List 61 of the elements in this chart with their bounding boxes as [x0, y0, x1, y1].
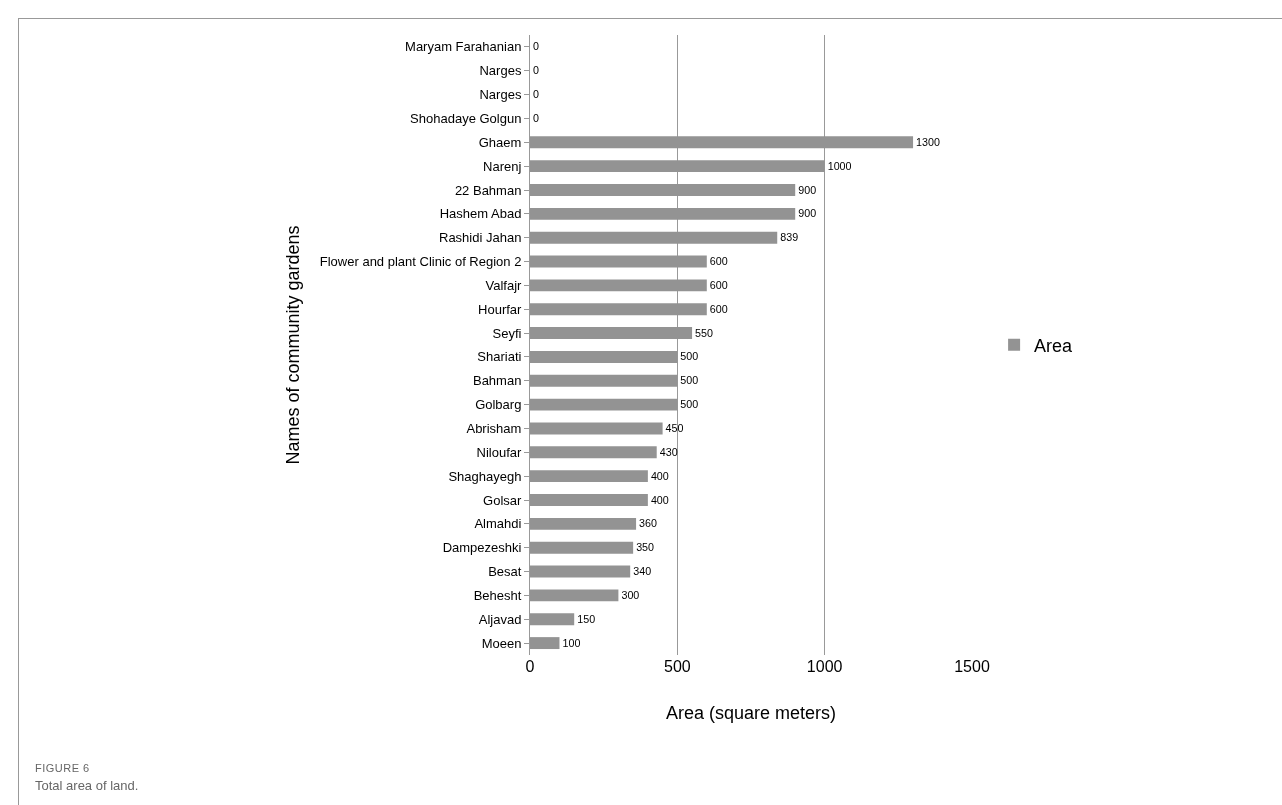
y-tick-label: Golbarg [475, 397, 522, 413]
data-label: 550 [695, 326, 713, 339]
y-tick-label: Maryam Farahanian [405, 39, 522, 55]
y-tick-label: Hourfar [478, 301, 523, 317]
data-label: 900 [798, 207, 817, 220]
y-tick-label: Shariati [477, 349, 522, 365]
x-tick-label: 1500 [954, 658, 990, 675]
y-tick-label: Rashidi Jahan [439, 230, 522, 246]
y-tick-label: Valfajr [485, 277, 523, 293]
y-tick-label: Behesht [473, 587, 522, 603]
y-tick-label: Narges [479, 63, 522, 79]
data-label: 150 [577, 612, 596, 625]
data-label: 1300 [916, 135, 940, 148]
y-tick-label: Ghaem [478, 134, 522, 150]
data-label: 0 [533, 112, 539, 125]
data-label: 600 [709, 302, 728, 315]
y-tick-label: Dampezeshki [442, 540, 522, 556]
x-tick-label: 500 [663, 658, 691, 675]
legend-label: Area [1034, 335, 1074, 356]
caption: FIGURE 6 [35, 762, 91, 774]
data-label: 430 [659, 445, 678, 458]
y-tick-label: Shohadaye Golgun [410, 111, 522, 127]
data-label: 500 [680, 374, 699, 387]
data-label: 500 [680, 398, 699, 411]
x-tick-label: 0 [525, 658, 535, 675]
text: Total area of land. [35, 778, 139, 793]
data-label: 400 [650, 493, 669, 506]
data-label: 0 [533, 88, 539, 101]
y-tick-label: Narges [479, 87, 522, 103]
data-label: 360 [639, 517, 658, 530]
y-tick-label: Narenj [483, 158, 522, 174]
y-tick-label: Hashem Abad [439, 206, 522, 222]
data-label: 450 [665, 422, 684, 435]
data-label: 900 [798, 183, 817, 196]
x-tick-label: 1000 [806, 658, 843, 675]
y-tick-label: Besat [488, 564, 522, 580]
y-axis-title: Names of community gardens [282, 225, 303, 465]
y-tick-label: Aljavad [478, 611, 522, 627]
x-axis-title: Area (square meters) [665, 703, 837, 723]
y-tick-label: Golsar [483, 492, 523, 508]
y-tick-label: Shaghayegh [448, 468, 522, 484]
data-label: 839 [780, 231, 799, 244]
data-label: 340 [633, 565, 652, 578]
data-label: 100 [562, 636, 581, 649]
y-tick-label: 22 Bahman [454, 182, 522, 198]
y-tick-label: Moeen [481, 635, 522, 651]
data-label: 1000 [827, 159, 852, 172]
data-label: 350 [636, 541, 655, 554]
y-tick-label: Almahdi [474, 516, 522, 532]
data-label: 300 [621, 588, 640, 601]
y-tick-label: Abrisham [466, 421, 522, 437]
data-label: 0 [533, 64, 539, 77]
y-tick-label: Seyfi [492, 325, 522, 341]
y-tick-label: Niloufar [476, 444, 523, 460]
data-label: 500 [680, 350, 699, 363]
y-tick-label: Bahman [472, 373, 522, 389]
data-label: 400 [650, 469, 669, 482]
data-label: 600 [709, 278, 728, 291]
y-tick-label: Flower and plant Clinic of Region 2 [319, 254, 522, 270]
data-label: 0 [533, 40, 539, 53]
data-label: 600 [709, 255, 728, 268]
